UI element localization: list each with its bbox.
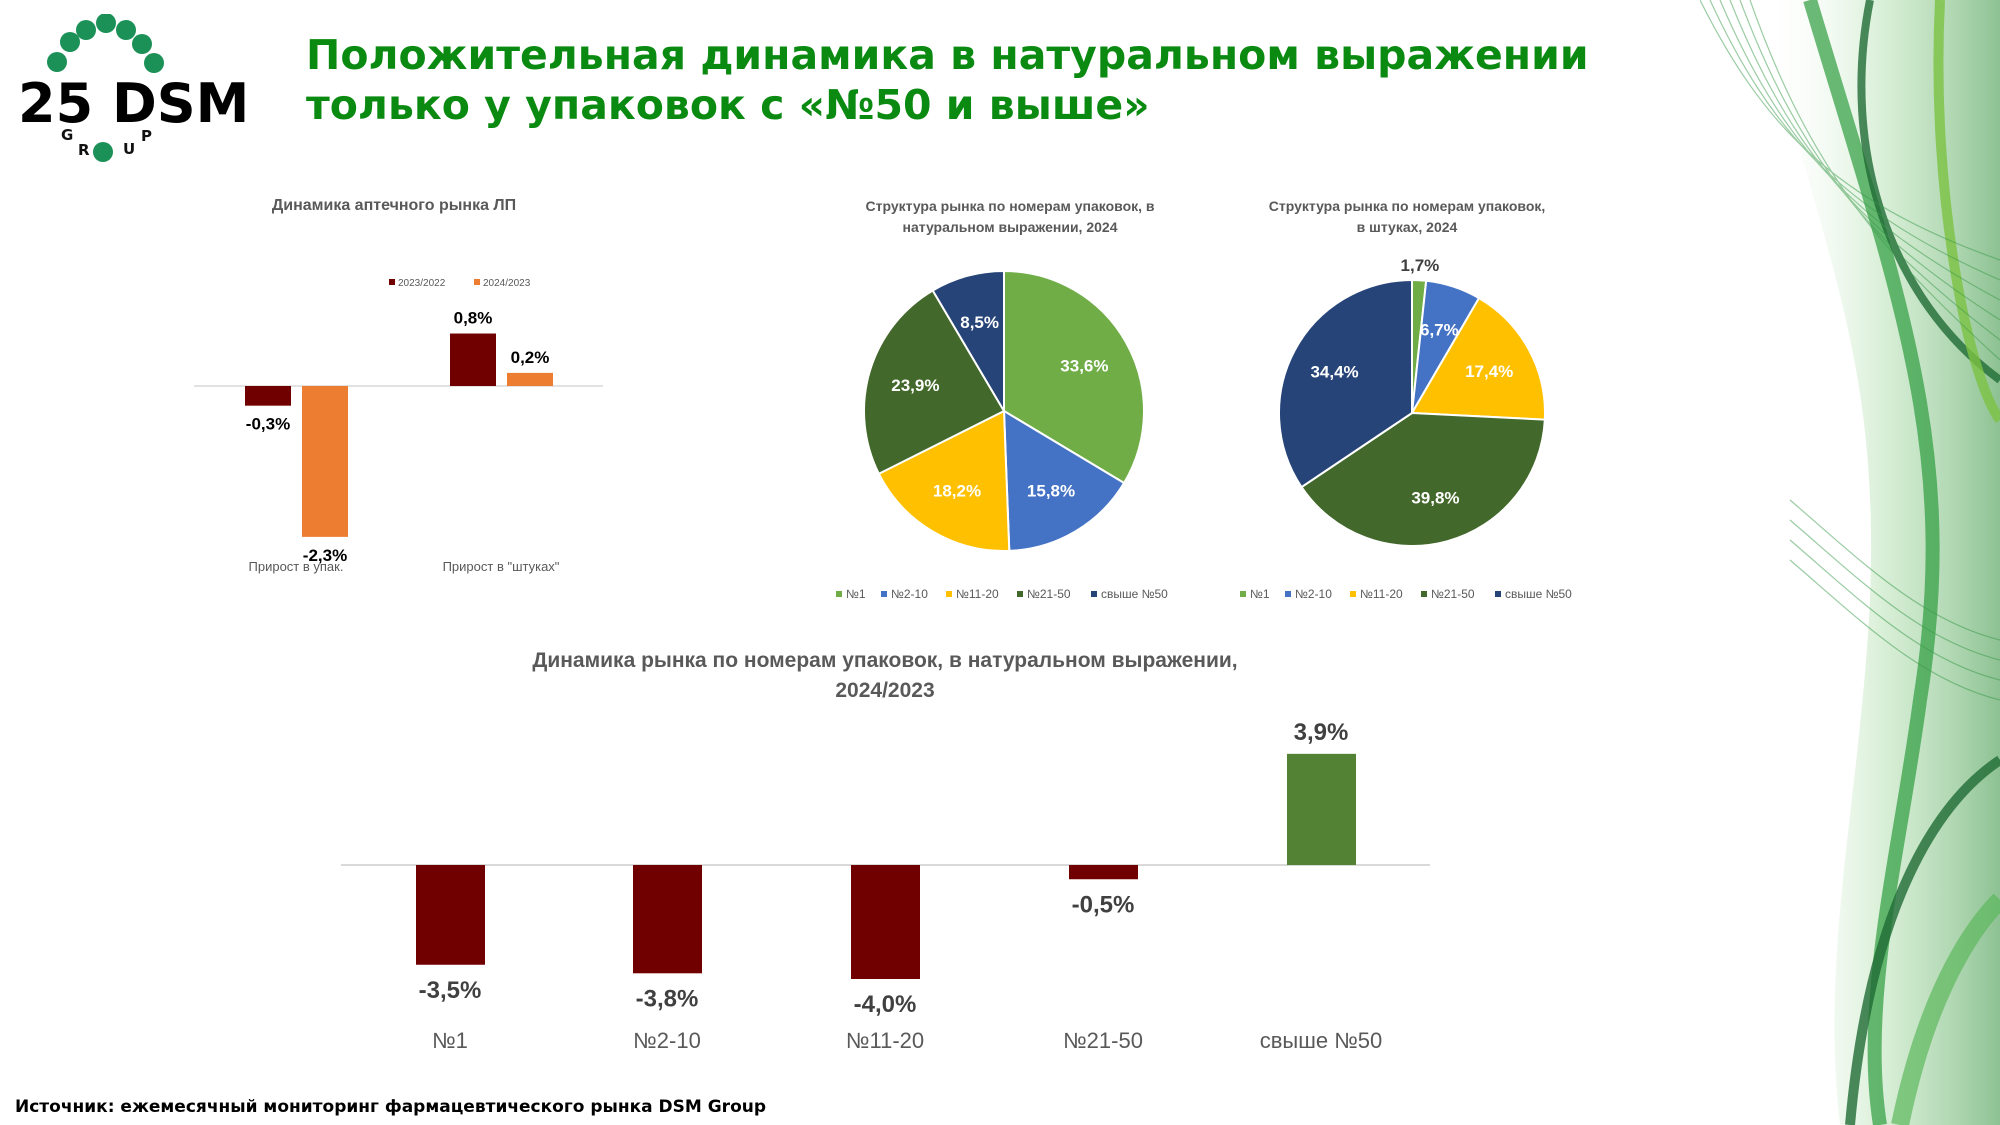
logo-dots xyxy=(47,14,164,162)
pie-slice xyxy=(1410,296,1546,421)
legend-swatch-2024/2023 xyxy=(474,279,480,285)
legend-label: №21-50 xyxy=(1431,587,1475,601)
bar xyxy=(633,865,702,974)
bar-value-label: 0,2% xyxy=(511,348,550,367)
legend-label: №1 xyxy=(846,587,866,601)
legend-swatch xyxy=(1017,591,1023,597)
svg-text:P: P xyxy=(141,127,152,145)
svg-text:G: G xyxy=(61,126,73,144)
pie-data-label: 33,6% xyxy=(1060,356,1108,375)
bar xyxy=(1069,865,1138,880)
legend-label: №11-20 xyxy=(1360,587,1403,601)
category-label: №21-50 xyxy=(1063,1028,1143,1053)
legend-label: свыше №50 xyxy=(1505,587,1572,601)
bar xyxy=(1287,753,1356,865)
bar-value-label: -3,5% xyxy=(419,977,482,1004)
pie1-title-line2: натуральном выражении, 2024 xyxy=(903,219,1118,235)
bar-value-label: -4,0% xyxy=(854,991,917,1018)
legend-label: №21-50 xyxy=(1027,587,1071,601)
category-label: №11-20 xyxy=(846,1028,924,1053)
page-title: Положительная динамика в натуральном выр… xyxy=(306,30,1589,130)
bar xyxy=(245,386,291,406)
page-title-line2: только у упаковок с «№50 и выше» xyxy=(306,81,1150,129)
bar xyxy=(507,372,553,386)
legend-swatch xyxy=(881,591,887,597)
legend-swatch xyxy=(836,591,842,597)
legend-swatch xyxy=(1285,591,1291,597)
source-note: Источник: ежемесячный мониторинг фармаце… xyxy=(15,1097,767,1117)
legend-swatch xyxy=(1350,591,1356,597)
pie-data-label: 23,9% xyxy=(891,376,939,395)
bar-value-label: 3,9% xyxy=(1294,719,1349,746)
dsm-group-logo: 25 DSM GR UP xyxy=(18,14,249,162)
pie-slice xyxy=(1300,411,1546,547)
pie-slice xyxy=(877,409,1011,552)
pie-data-label: 8,5% xyxy=(960,313,999,332)
legend-label: 2023/2022 xyxy=(398,278,446,289)
pie-slice xyxy=(1003,269,1145,485)
bar-value-label: -3,8% xyxy=(636,985,699,1012)
legend-label: №1 xyxy=(1250,587,1270,601)
pie-slice xyxy=(931,269,1005,415)
category-label: Прирост в упак. xyxy=(249,559,344,574)
pie-slice xyxy=(1278,278,1413,489)
pie-data-label: 18,2% xyxy=(933,482,981,501)
logo-text: 25 DSM xyxy=(18,72,249,135)
bar xyxy=(302,386,348,537)
bar-value-label: 0,8% xyxy=(454,309,493,328)
legend-swatch xyxy=(1495,591,1501,597)
page-title-line1: Положительная динамика в натуральном выр… xyxy=(306,31,1589,79)
chart4-title-line2: 2024/2023 xyxy=(835,679,934,702)
bar xyxy=(416,865,485,965)
legend-swatch xyxy=(1091,591,1097,597)
category-label: №1 xyxy=(432,1028,468,1053)
legend-label: №11-20 xyxy=(956,587,999,601)
svg-text:R: R xyxy=(78,141,90,159)
legend-swatch xyxy=(946,591,952,597)
bar xyxy=(450,333,496,386)
legend-label: 2024/2023 xyxy=(483,278,531,289)
legend-label: №2-10 xyxy=(1295,587,1332,601)
bar xyxy=(851,865,920,979)
pie-data-label: 17,4% xyxy=(1465,362,1513,381)
legend-label: свыше №50 xyxy=(1101,587,1168,601)
category-label: Прирост в "штуках" xyxy=(443,559,560,574)
pie-data-label: 34,4% xyxy=(1310,363,1358,382)
logo-subtext: GR UP xyxy=(61,126,152,159)
pie2-title-line2: в штуках, 2024 xyxy=(1357,219,1458,235)
pie-slice xyxy=(863,289,1006,476)
legend-swatch xyxy=(1421,591,1427,597)
chart4-title-line1: Динамика рынка по номерам упаковок, в на… xyxy=(532,649,1237,672)
category-label: свыше №50 xyxy=(1260,1028,1383,1053)
svg-text:U: U xyxy=(123,140,135,158)
pie-data-label: 39,8% xyxy=(1411,489,1459,508)
bar-value-label: -0,5% xyxy=(1072,891,1135,918)
legend-swatch-2023/2022 xyxy=(389,279,395,285)
bar-value-label: -0,3% xyxy=(246,415,290,434)
pie1-title-line1: Структура рынка по номерам упаковок, в xyxy=(865,198,1154,214)
pie-data-label: 15,8% xyxy=(1027,482,1075,501)
legend-swatch xyxy=(1240,591,1246,597)
legend-label: №2-10 xyxy=(891,587,928,601)
chart1-title: Динамика аптечного рынка ЛП xyxy=(272,197,516,214)
pie-data-label: 1,7% xyxy=(1401,256,1440,275)
pie2-title-line1: Структура рынка по номерам упаковок, xyxy=(1269,198,1546,214)
pie-data-label: 6,7% xyxy=(1420,321,1459,340)
decorative-swoosh-image xyxy=(1700,0,2000,1125)
bar-value-label: -2,3% xyxy=(303,546,347,565)
category-label: №2-10 xyxy=(633,1028,701,1053)
pie-slice xyxy=(1002,409,1126,552)
